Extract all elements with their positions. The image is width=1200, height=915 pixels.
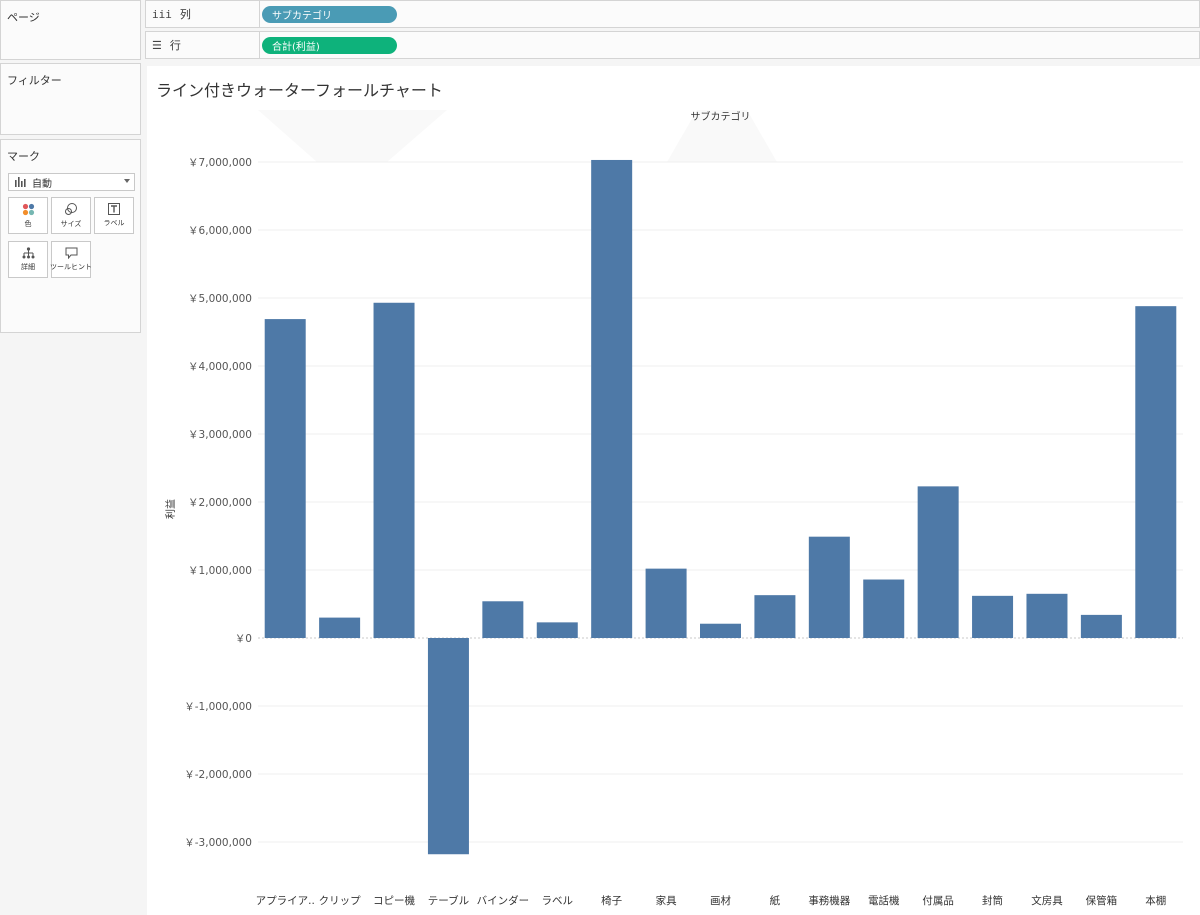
bar [427, 638, 469, 855]
y-tick-label: ￥3,000,000 [188, 429, 252, 441]
y-axis-title: 利益 [164, 499, 177, 519]
bar [591, 159, 633, 638]
bar [808, 536, 850, 638]
y-tick-label: ￥-3,000,000 [184, 837, 252, 849]
label-button[interactable]: ラベル [94, 197, 134, 234]
detail-icon [22, 247, 34, 259]
columns-shelf-label: iii 列 [146, 1, 260, 27]
x-tick-label: 付属品 [922, 894, 954, 907]
y-tick-label: ￥-1,000,000 [184, 701, 252, 713]
y-tick-label: ￥0 [235, 633, 252, 645]
size-button[interactable]: サイズ [51, 197, 91, 234]
size-icon [65, 202, 77, 215]
bar [863, 579, 905, 638]
header-shade-left [258, 110, 447, 162]
color-button-label: 色 [24, 219, 32, 228]
size-button-label: サイズ [60, 219, 82, 228]
tooltip-icon [65, 247, 77, 259]
filters-shelf[interactable]: フィルター [0, 63, 141, 135]
label-button-label: ラベル [103, 219, 125, 227]
rows-shelf[interactable]: ☰ 行 合計(利益) [145, 31, 1200, 59]
x-tick-label: クリップ [319, 895, 361, 907]
columns-shelf[interactable]: iii 列 サブカテゴリ [145, 0, 1200, 28]
header-shade-center [667, 110, 777, 162]
rows-label-text: 行 [169, 39, 181, 52]
x-tick-label: 事務機器 [808, 894, 850, 907]
x-tick-label: 文房具 [1031, 894, 1063, 907]
bar-chart: サブカテゴリ ￥-3,000,000 ￥-2,000,000 ￥-1,000,000 ￥… [164, 110, 1183, 907]
bar [482, 601, 524, 638]
x-tick-label: バインダー [477, 894, 529, 907]
sheet-title: ライン付きウォーターフォールチャート [156, 81, 443, 100]
y-tick-label: ￥5,000,000 [188, 293, 252, 305]
bar [754, 595, 796, 638]
subcategory-pill[interactable]: サブカテゴリ [262, 6, 397, 23]
bar [1135, 306, 1177, 638]
columns-label-text: 列 [179, 8, 191, 21]
bar [700, 623, 741, 638]
tooltip-button-label: ツールヒント [50, 263, 92, 271]
bar-chart-icon [15, 177, 26, 187]
text-label-icon [108, 203, 120, 215]
pages-shelf-title: ページ [7, 11, 40, 24]
tooltip-button[interactable]: ツールヒント [50, 241, 92, 278]
x-tick-label: 椅子 [601, 894, 622, 907]
rows-shelf-label: ☰ 行 [146, 32, 260, 58]
detail-button[interactable]: 詳細 [8, 241, 48, 278]
chevron-down-icon [124, 179, 130, 183]
mark-type-dropdown[interactable]: 自動 [8, 173, 135, 191]
y-tick-label: ￥4,000,000 [188, 361, 252, 373]
x-tick-label: 画材 [710, 894, 731, 907]
x-tick-label: 封筒 [982, 894, 1003, 907]
y-tick-label: ￥2,000,000 [188, 497, 252, 509]
sum-profit-pill[interactable]: 合計(利益) [262, 37, 397, 54]
x-tick-label: コピー機 [373, 894, 415, 907]
bar [319, 617, 361, 638]
bar [1026, 593, 1068, 638]
detail-button-label: 詳細 [21, 263, 35, 271]
rows-icon: ☰ [152, 38, 162, 52]
x-tick-label: 紙 [770, 894, 781, 907]
x-tick-label: テーブル [428, 894, 469, 907]
x-tick-label: 本棚 [1145, 894, 1166, 907]
x-tick-label: 家具 [656, 894, 677, 907]
bar [972, 595, 1014, 638]
y-tick-label: ￥6,000,000 [188, 225, 252, 237]
chart-view: ライン付きウォーターフォールチャート サブカテゴリ ￥-3,000,000 ￥-2,… [147, 66, 1200, 915]
y-tick-label: ￥-2,000,000 [184, 769, 252, 781]
bar [536, 622, 578, 638]
pages-shelf[interactable]: ページ [0, 0, 141, 60]
filters-shelf-title: フィルター [7, 74, 62, 87]
y-tick-label: ￥1,000,000 [188, 565, 252, 577]
x-tick-label: 電話機 [868, 894, 900, 907]
x-tick-label: ラベル [542, 895, 574, 907]
x-tick-label: アプライア.. [256, 895, 315, 907]
bar [373, 302, 415, 638]
mark-type-value: 自動 [32, 178, 52, 190]
columns-icon: iii [152, 7, 172, 21]
marks-card-title: マーク [7, 150, 40, 163]
color-button[interactable]: 色 [8, 197, 48, 234]
color-icon [22, 203, 34, 215]
marks-card: マーク 自動 色 サイズ ラベル 詳細 [0, 139, 141, 333]
bar [645, 568, 687, 638]
y-tick-label: ￥7,000,000 [188, 157, 252, 169]
x-tick-label: 保管箱 [1086, 894, 1118, 907]
bar [264, 319, 306, 638]
bar [1080, 614, 1122, 638]
column-header: サブカテゴリ [691, 110, 751, 123]
bar [917, 486, 959, 638]
